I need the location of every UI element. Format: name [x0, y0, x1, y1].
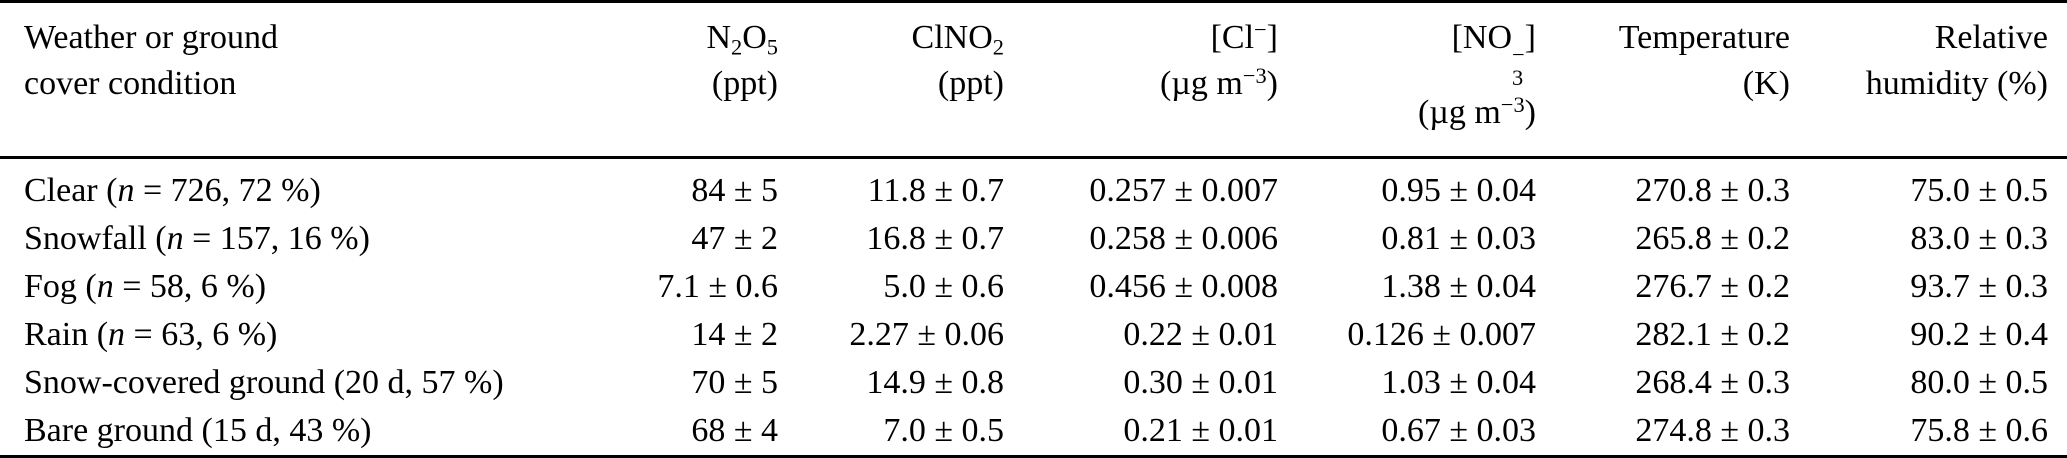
header-n2o5-unit: (ppt) [711, 65, 778, 102]
table-row-snowfall: Snowfall (n = 157, 16 %) 47 ± 2 16.8 ± 0… [0, 215, 2067, 263]
header-cl-minus-unit: (µg m−3) [1159, 62, 1278, 102]
cell-clno2: 7.0 ± 0.5 [883, 411, 1004, 449]
row-label: Rain (n = 63, 6 %) [24, 315, 278, 353]
cell-no3-minus: 0.67 ± 0.03 [1381, 411, 1536, 449]
cell-clno2: 16.8 ± 0.7 [866, 219, 1004, 257]
header-condition-line2: cover condition [24, 65, 237, 102]
row-label: Snow-covered ground (20 d, 57 %) [24, 363, 504, 401]
cell-temperature: 265.8 ± 0.2 [1635, 219, 1790, 257]
header-clno2-unit: (ppt) [937, 65, 1004, 102]
cell-cl-minus: 0.456 ± 0.008 [1089, 267, 1278, 305]
cell-clno2: 11.8 ± 0.7 [867, 171, 1004, 209]
row-label: Bare ground (15 d, 43 %) [24, 411, 372, 449]
cell-relative-humidity: 90.2 ± 0.4 [1910, 315, 2048, 353]
cell-n2o5: 47 ± 2 [691, 219, 778, 257]
table-header: Weather or ground cover condition N2O5 (… [0, 2, 2067, 158]
cell-clno2: 2.27 ± 0.06 [849, 315, 1004, 353]
cell-relative-humidity: 83.0 ± 0.3 [1910, 219, 2048, 257]
cell-temperature: 268.4 ± 0.3 [1635, 363, 1790, 401]
cell-n2o5: 84 ± 5 [691, 171, 778, 209]
row-label: Snowfall (n = 157, 16 %) [24, 219, 370, 257]
table-body: Clear (n = 726, 72 %) 84 ± 5 11.8 ± 0.7 … [0, 157, 2067, 456]
cell-n2o5: 14 ± 2 [691, 315, 778, 353]
cell-no3-minus: 1.38 ± 0.04 [1381, 267, 1536, 305]
cell-relative-humidity: 75.8 ± 0.6 [1910, 411, 2048, 449]
header-n2o5-formula: N2O5 [706, 19, 778, 60]
table-row-snow-covered-ground: Snow-covered ground (20 d, 57 %) 70 ± 5 … [0, 359, 2067, 407]
cell-clno2: 14.9 ± 0.8 [866, 363, 1004, 401]
header-cl-minus-formula: [Cl−] [1210, 16, 1278, 56]
cell-no3-minus: 0.81 ± 0.03 [1381, 219, 1536, 257]
table-row-bare-ground: Bare ground (15 d, 43 %) 68 ± 4 7.0 ± 0.… [0, 407, 2067, 457]
cell-n2o5: 70 ± 5 [691, 363, 778, 401]
cell-relative-humidity: 80.0 ± 0.5 [1910, 363, 2048, 401]
header-relative-humidity-line2: humidity (%) [1865, 65, 2048, 102]
header-row: Weather or ground cover condition N2O5 (… [0, 2, 2067, 158]
cell-cl-minus: 0.30 ± 0.01 [1123, 363, 1278, 401]
cell-temperature: 270.8 ± 0.3 [1635, 171, 1790, 209]
cell-temperature: 276.7 ± 0.2 [1635, 267, 1790, 305]
row-label: Fog (n = 58, 6 %) [24, 267, 267, 305]
cell-relative-humidity: 75.0 ± 0.5 [1910, 171, 2048, 209]
table-row-rain: Rain (n = 63, 6 %) 14 ± 2 2.27 ± 0.06 0.… [0, 311, 2067, 359]
table-row-clear: Clear (n = 726, 72 %) 84 ± 5 11.8 ± 0.7 … [0, 157, 2067, 215]
cell-relative-humidity: 93.7 ± 0.3 [1910, 267, 2048, 305]
header-relative-humidity-line1: Relative [1934, 19, 2048, 56]
header-clno2-formula: ClNO2 [911, 19, 1004, 60]
cell-n2o5: 7.1 ± 0.6 [657, 267, 778, 305]
cell-cl-minus: 0.257 ± 0.007 [1089, 171, 1278, 209]
cell-cl-minus: 0.21 ± 0.01 [1123, 411, 1278, 449]
cell-no3-minus: 1.03 ± 0.04 [1381, 363, 1536, 401]
cell-temperature: 282.1 ± 0.2 [1635, 315, 1790, 353]
cell-clno2: 5.0 ± 0.6 [883, 267, 1004, 305]
cell-no3-minus: 0.126 ± 0.007 [1347, 315, 1536, 353]
cell-temperature: 274.8 ± 0.3 [1635, 411, 1790, 449]
cell-n2o5: 68 ± 4 [691, 411, 778, 449]
row-label: Clear (n = 726, 72 %) [24, 171, 321, 209]
cell-cl-minus: 0.22 ± 0.01 [1123, 315, 1278, 353]
cell-no3-minus: 0.95 ± 0.04 [1381, 171, 1536, 209]
header-temperature-label: Temperature [1618, 19, 1790, 56]
header-condition: Weather or ground cover condition [0, 2, 600, 158]
header-temperature-unit: (K) [1742, 65, 1790, 102]
header-cl-minus: [Cl−] (µg m−3) [1004, 2, 1278, 158]
header-no3-minus-unit: (µg m−3) [1417, 91, 1536, 131]
table-row-fog: Fog (n = 58, 6 %) 7.1 ± 0.6 5.0 ± 0.6 0.… [0, 263, 2067, 311]
header-temperature: Temperature (K) [1536, 2, 1790, 158]
header-no3-minus: [NO −3] (µg m−3) [1278, 2, 1536, 158]
header-condition-line1: Weather or ground [24, 19, 279, 56]
header-relative-humidity: Relative humidity (%) [1790, 2, 2067, 158]
header-clno2: ClNO2 (ppt) [778, 2, 1004, 158]
header-no3-minus-formula: [NO −3] [1451, 19, 1536, 90]
header-n2o5: N2O5 (ppt) [600, 2, 778, 158]
cell-cl-minus: 0.258 ± 0.006 [1089, 219, 1278, 257]
